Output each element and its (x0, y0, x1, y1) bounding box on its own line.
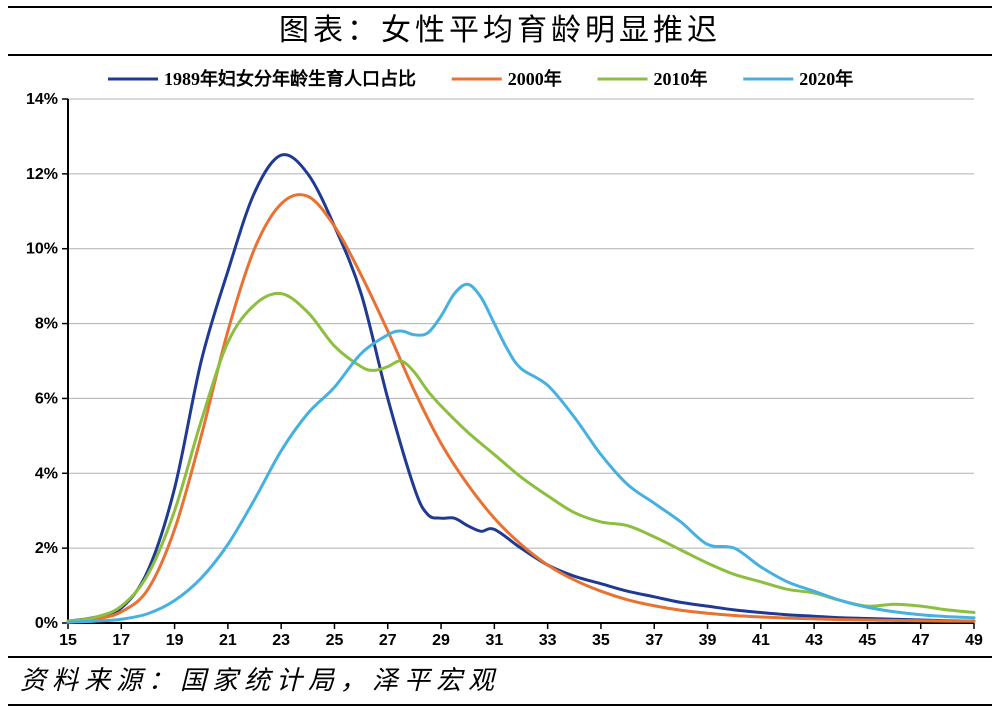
x-tick-label: 43 (805, 632, 823, 649)
bottom-rule (8, 704, 992, 706)
chart-frame: 图表：女性平均育龄明显推迟 0% 2% 4% 6% 8% 10% 12% 14% 15 17 19 2… (0, 0, 1000, 712)
x-tick-label: 23 (272, 632, 290, 649)
x-tick-label: 15 (59, 632, 77, 649)
chart-title: 图表：女性平均育龄明显推迟 (8, 8, 992, 56)
series-line-2 (68, 293, 974, 621)
x-tick-label: 35 (592, 632, 610, 649)
chart-area: 0% 2% 4% 6% 8% 10% 12% 14% 15 17 19 21 23 25 27 29 31 33 3… (8, 54, 992, 658)
y-tick-label: 12% (26, 166, 58, 183)
x-tick-label: 29 (432, 632, 450, 649)
x-tick-label: 37 (645, 632, 663, 649)
x-tick-label: 27 (379, 632, 397, 649)
x-tick-label: 47 (912, 632, 930, 649)
y-tick-label: 14% (26, 91, 58, 108)
x-tick-label: 41 (752, 632, 770, 649)
y-tick-label: 2% (35, 540, 58, 557)
legend-label-2: 2010年 (654, 68, 708, 89)
data-source: 资料来源：国家统计局，泽平宏观 (8, 656, 992, 704)
x-tick-label: 19 (166, 632, 184, 649)
x-tick-label: 31 (485, 632, 503, 649)
y-tick-label: 8% (35, 316, 58, 333)
x-tick-label: 39 (699, 632, 717, 649)
legend-label-1: 2000年 (508, 68, 562, 89)
y-tick-label: 0% (35, 615, 58, 632)
legend-label-3: 2020年 (799, 68, 853, 89)
x-tick-label: 17 (112, 632, 130, 649)
x-tick-label: 49 (965, 632, 983, 649)
legend-label-0: 1989年妇女分年龄生育人口占比 (164, 68, 416, 89)
legend: 1989年妇女分年龄生育人口占比 2000年 2010年 2020年 (108, 68, 853, 89)
series-line-0 (68, 155, 974, 622)
x-tick-label: 21 (219, 632, 237, 649)
series-line-3 (68, 284, 974, 622)
x-tick-label: 33 (539, 632, 557, 649)
y-tick-label: 6% (35, 390, 58, 407)
y-tick-label: 10% (26, 241, 58, 258)
line-chart: 0% 2% 4% 6% 8% 10% 12% 14% 15 17 19 21 23 25 27 29 31 33 3… (8, 54, 992, 658)
x-tick-label: 25 (326, 632, 344, 649)
x-tick-label: 45 (859, 632, 877, 649)
y-tick-label: 4% (35, 465, 58, 482)
